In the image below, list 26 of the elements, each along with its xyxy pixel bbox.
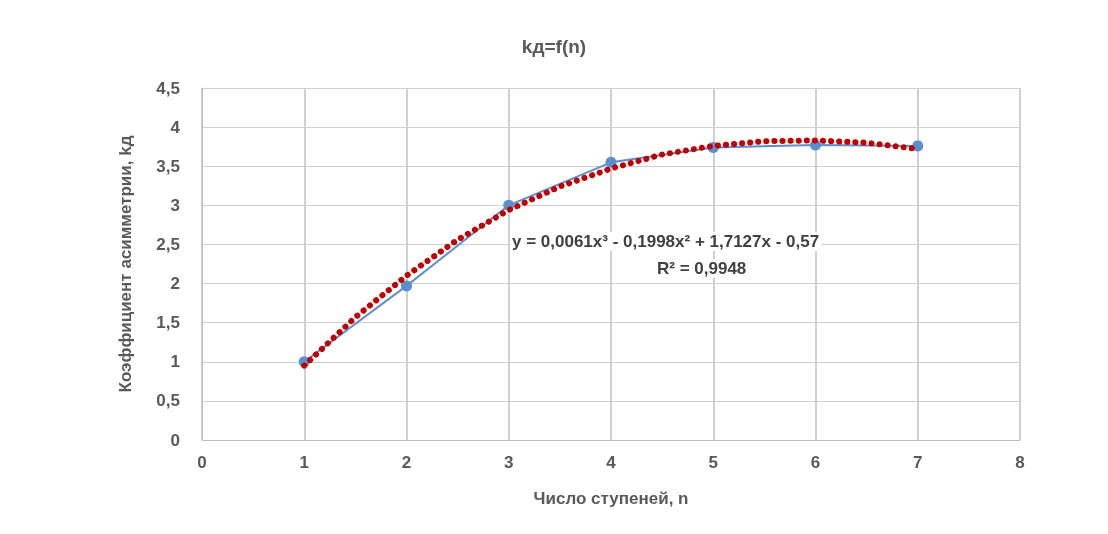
y-tick-label: 4: [170, 117, 181, 137]
y-tick-label: 2,5: [156, 234, 180, 254]
x-axis-title: Число ступеней, n: [533, 489, 689, 508]
y-tick-label: 2: [170, 274, 180, 294]
y-axis-title: Коэффициент асимметрии, kд: [116, 135, 135, 393]
x-tick-label: 8: [1015, 453, 1025, 472]
x-tick-label: 4: [606, 453, 617, 472]
point: [401, 280, 412, 292]
chart-title: kд=f(n): [521, 36, 587, 57]
x-tick-label: 1: [299, 453, 309, 472]
y-tick-label: 0: [170, 430, 180, 450]
y-tick-label: 4,5: [156, 78, 180, 98]
y-tick-label: 1: [170, 352, 180, 372]
point: [912, 140, 924, 152]
y-tick-label: 3: [170, 195, 180, 215]
x-tick-label: 0: [197, 453, 207, 472]
annotation: y = 0,0061x³ - 0,1998x² + 1,7127x - 0,57: [512, 232, 820, 251]
x-tick-label: 2: [401, 453, 412, 472]
y-tick-label: 1,5: [156, 313, 180, 333]
x-tick-label: 6: [810, 453, 821, 472]
x-tick-label: 3: [504, 453, 514, 472]
x-tick-label: 5: [708, 453, 718, 472]
x-tick-label: 7: [913, 453, 923, 472]
annotation: R² = 0,9948: [657, 259, 747, 278]
y-tick-label: 0,5: [156, 391, 180, 411]
y-tick-label: 3,5: [156, 156, 180, 176]
